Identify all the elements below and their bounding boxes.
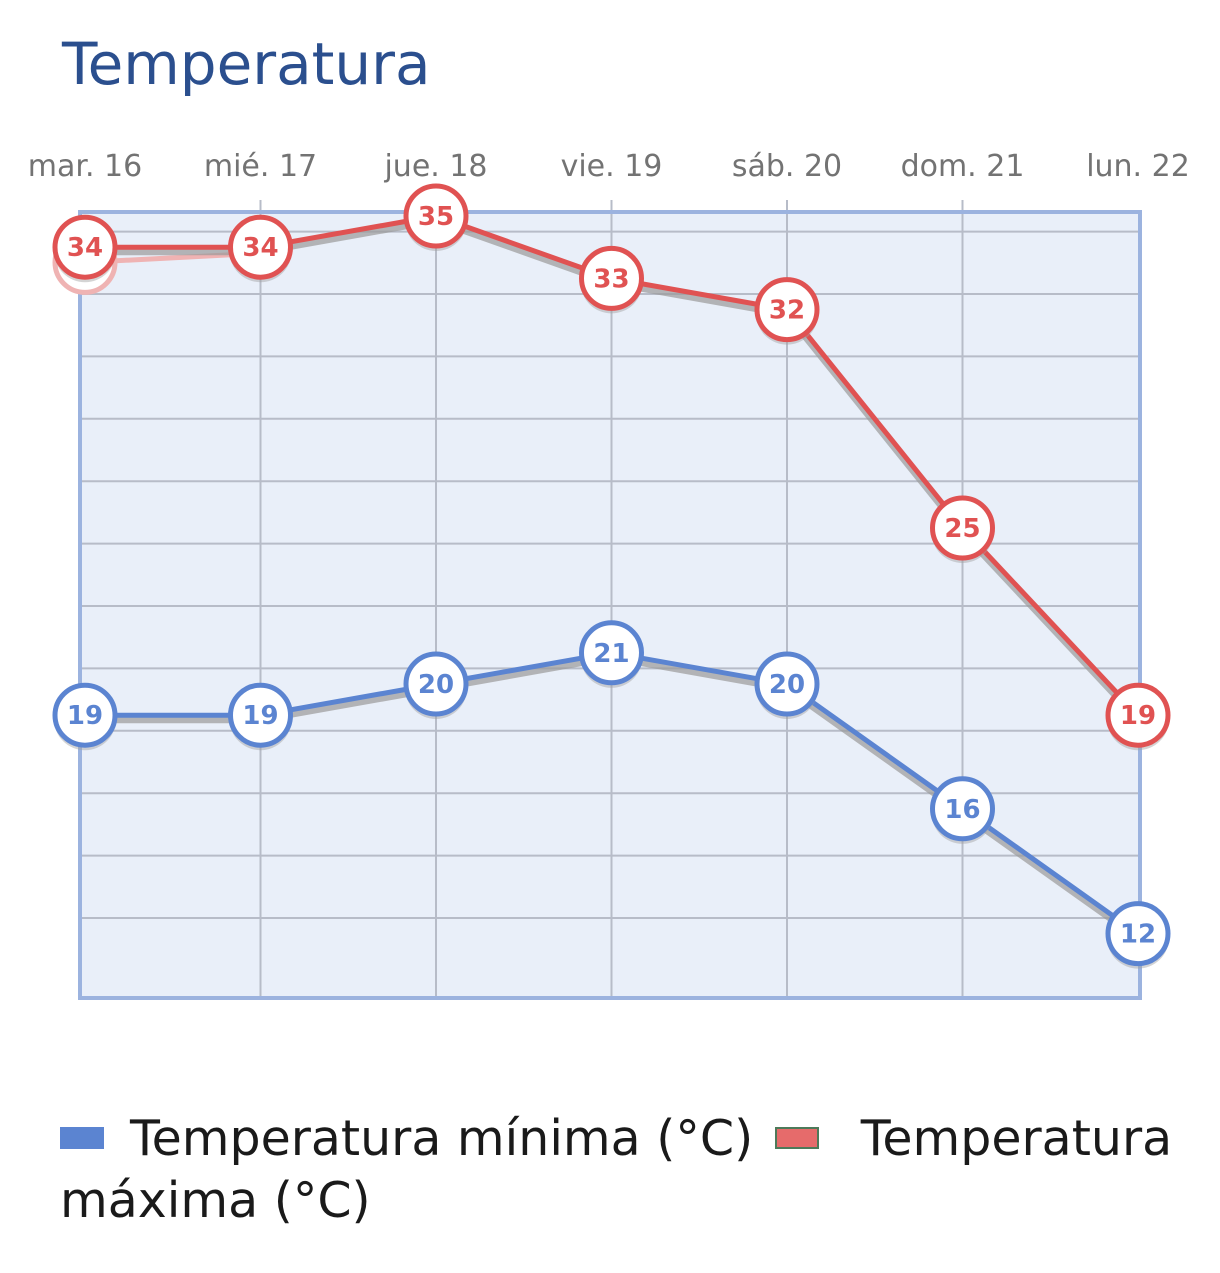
data-label: 33 <box>593 264 629 294</box>
x-tick-label: sáb. 20 <box>732 149 842 184</box>
data-label: 25 <box>944 514 980 544</box>
data-point <box>1105 682 1171 748</box>
data-label: 20 <box>769 670 805 700</box>
x-tick-label: lun. 22 <box>1086 149 1190 184</box>
legend-item-max[interactable]: Temperatura máxima (°C) <box>60 1110 1172 1229</box>
data-label: 19 <box>67 701 103 731</box>
legend-swatch-max <box>775 1127 820 1149</box>
data-label: 32 <box>769 296 805 326</box>
x-tick-label: dom. 21 <box>901 149 1025 184</box>
x-tick-label: mar. 16 <box>28 149 142 184</box>
data-point <box>52 682 118 748</box>
data-point <box>1105 901 1171 967</box>
data-label: 12 <box>1120 920 1156 950</box>
plot-border <box>78 210 1142 1000</box>
data-point <box>930 495 995 561</box>
x-tick-label: mié. 17 <box>204 149 317 184</box>
data-point <box>754 277 820 343</box>
legend-label-min: Temperatura mínima (°C) <box>130 1110 754 1167</box>
data-point <box>930 776 995 842</box>
chart-title: Temperatura <box>62 30 431 98</box>
data-point <box>52 214 118 280</box>
temperature-chart: mar. 16 mié. 17 jue. 18 vie. 19 sáb. 20 dom. … <box>28 149 1190 1000</box>
data-label: 19 <box>242 701 278 731</box>
data-point <box>403 183 469 249</box>
data-point <box>754 651 820 717</box>
data-point <box>579 620 644 686</box>
data-label: 16 <box>944 795 980 825</box>
x-tick-label: vie. 19 <box>561 149 663 184</box>
data-point <box>403 651 469 717</box>
x-tick-label: jue. 18 <box>383 149 487 184</box>
data-point <box>228 214 293 280</box>
data-label: 20 <box>418 670 454 700</box>
data-label: 34 <box>67 233 103 263</box>
legend-swatch-min <box>60 1127 104 1149</box>
data-point <box>228 682 293 748</box>
data-point <box>579 245 644 311</box>
data-label: 34 <box>242 233 278 263</box>
data-label: 21 <box>593 639 629 669</box>
legend-item-min[interactable]: Temperatura mínima (°C) <box>60 1110 753 1167</box>
data-label: 35 <box>418 202 454 232</box>
data-label: 19 <box>1120 701 1156 731</box>
chart-legend: Temperatura mínima (°C) Temperatura máxi… <box>60 1108 1210 1232</box>
legend-label-max: Temperatura máxima (°C) <box>60 1110 1173 1229</box>
